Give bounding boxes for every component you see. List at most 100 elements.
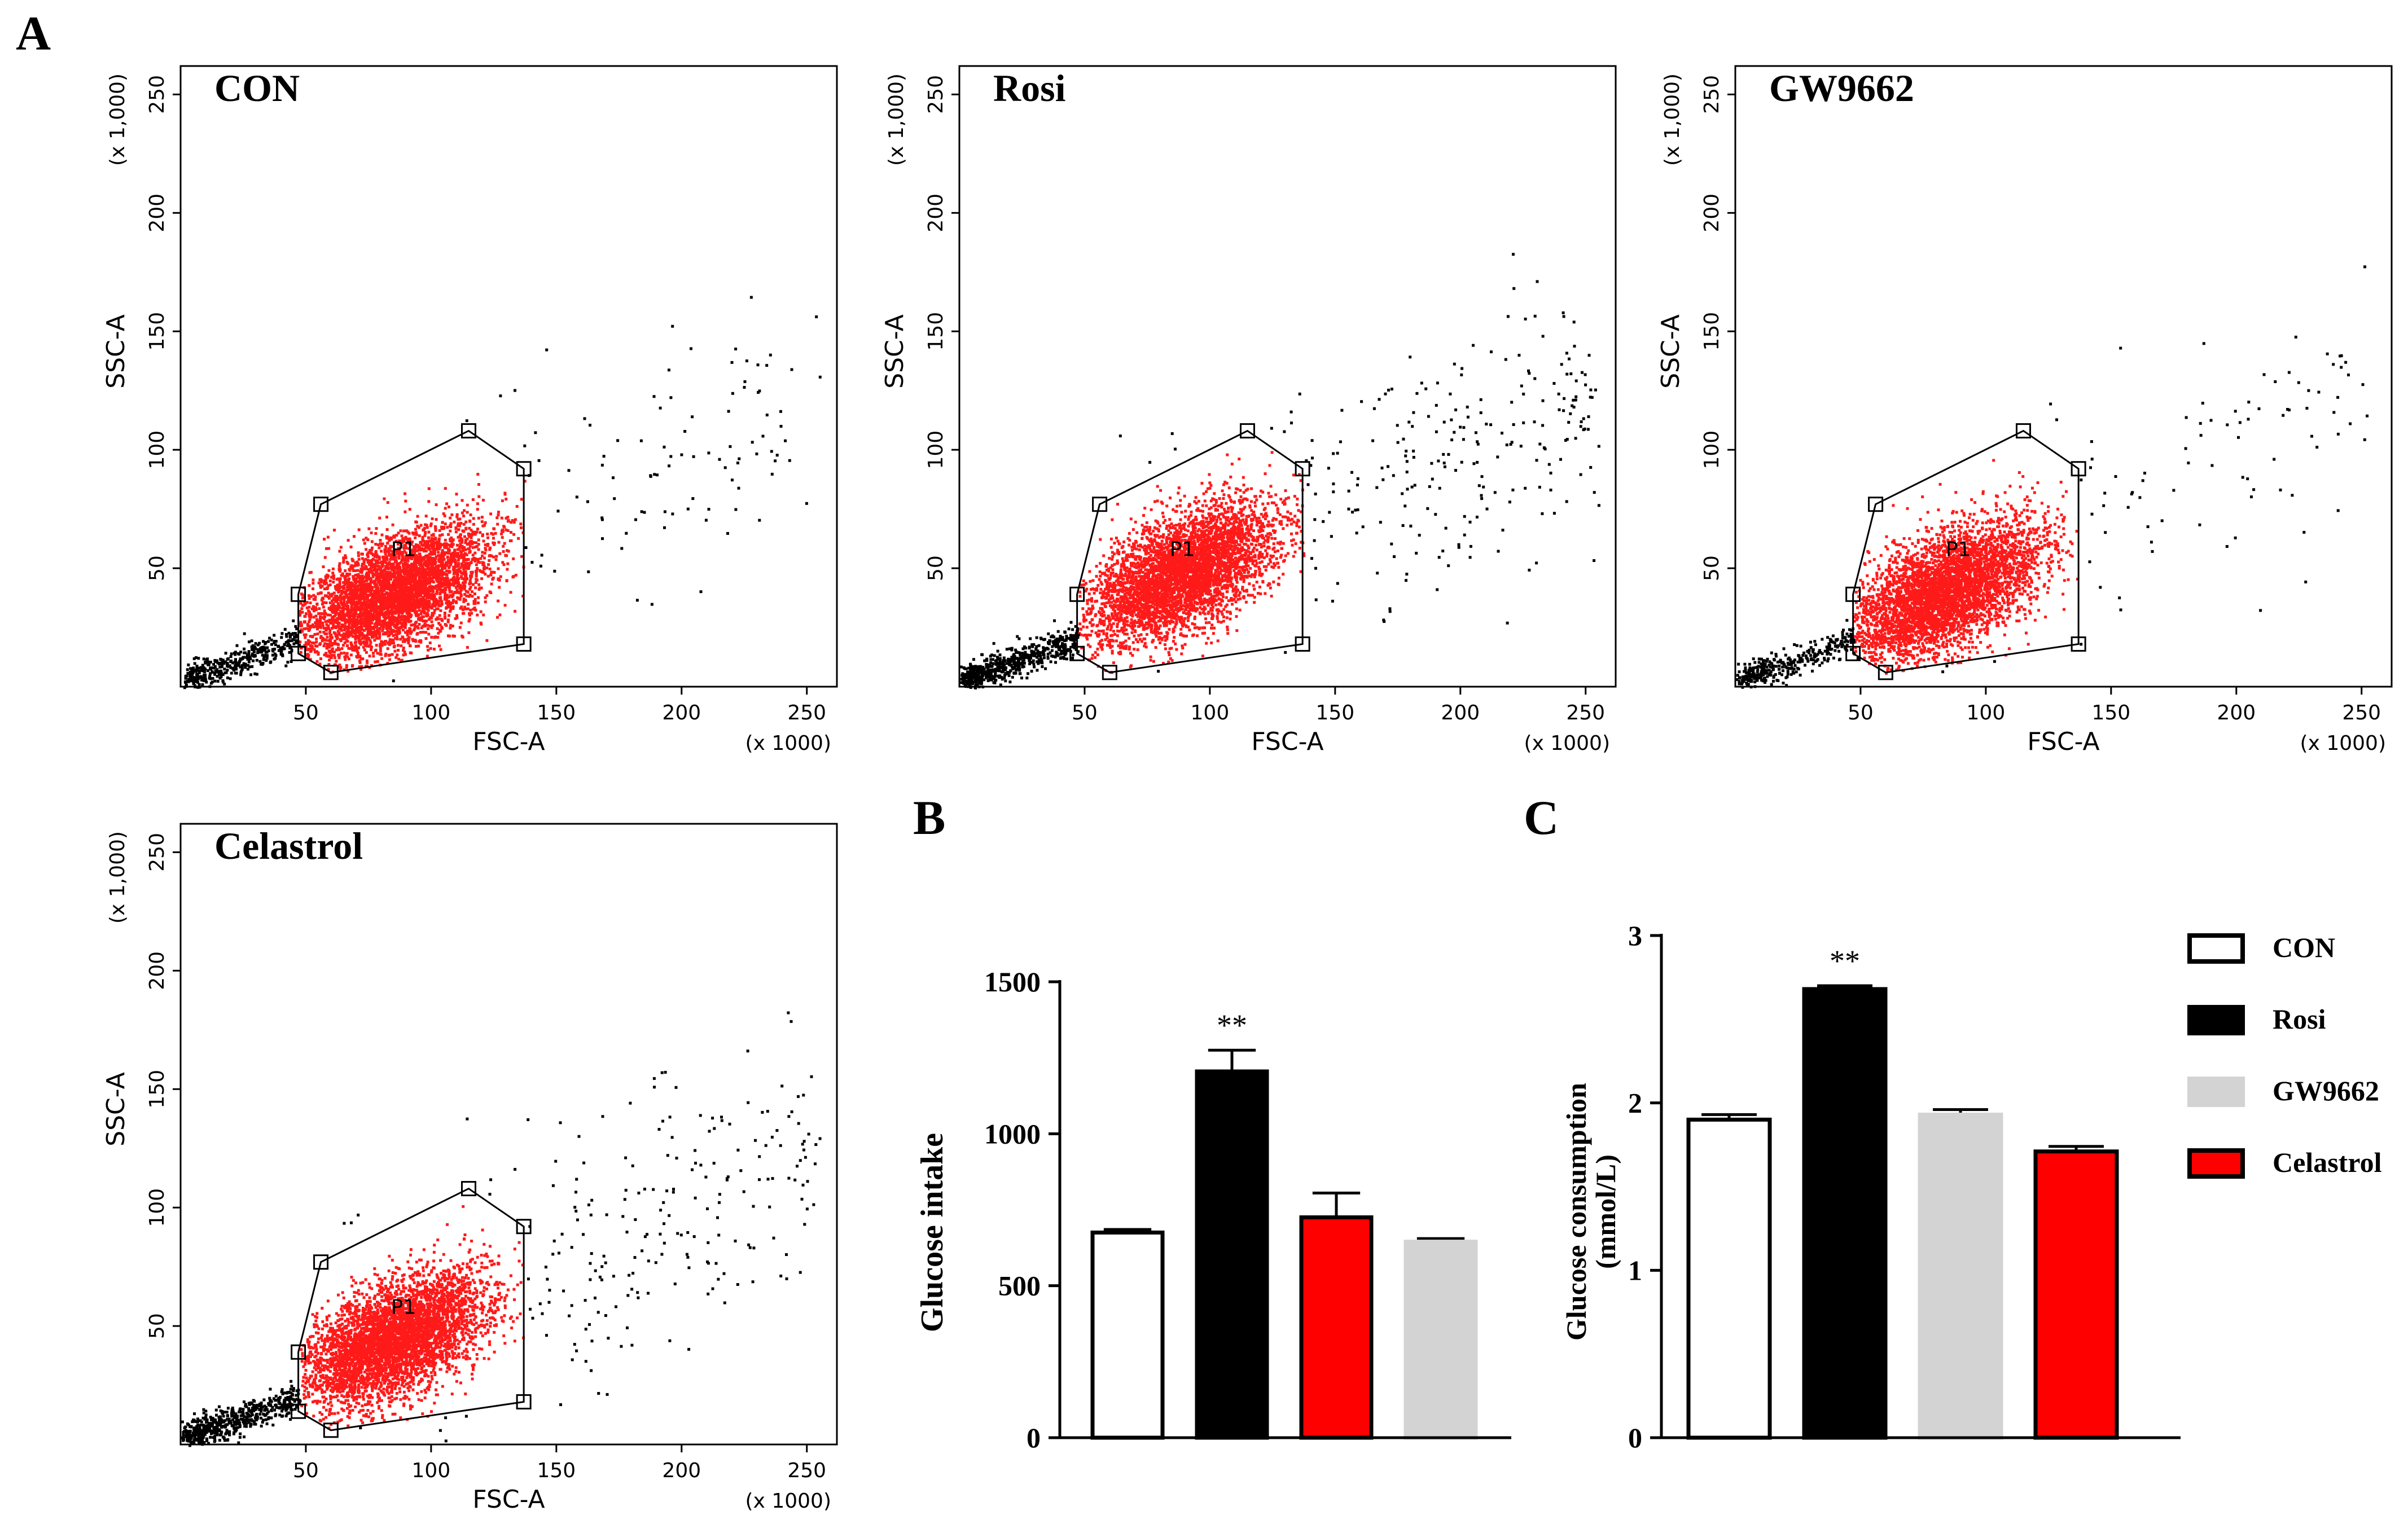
gated-point: [365, 537, 367, 539]
gated-point: [408, 532, 411, 535]
gated-point: [476, 567, 479, 570]
gated-point: [467, 631, 470, 634]
gated-point: [409, 508, 411, 511]
gated-point: [460, 522, 463, 525]
gated-point: [342, 644, 345, 647]
gated-point: [394, 656, 397, 659]
gated-point: [344, 642, 346, 644]
gated-point: [488, 559, 490, 562]
gated-point: [369, 655, 371, 657]
gated-point: [403, 493, 406, 495]
gated-point: [445, 570, 448, 573]
gated-point: [403, 511, 406, 513]
gated-point: [379, 539, 382, 542]
gated-point: [453, 521, 455, 524]
gated-point: [427, 627, 429, 630]
gated-point: [312, 578, 314, 581]
gated-point: [497, 511, 500, 513]
gated-point: [397, 649, 400, 652]
gated-point: [486, 533, 489, 535]
gated-point: [520, 555, 523, 558]
gated-point: [482, 499, 485, 502]
gated-point: [506, 549, 508, 552]
gated-point: [417, 627, 420, 630]
gated-point: [470, 586, 472, 589]
gated-point: [502, 545, 505, 548]
gated-point: [347, 539, 350, 542]
gated-point: [504, 554, 507, 557]
gated-point: [315, 603, 318, 605]
gated-point: [300, 607, 303, 610]
gated-point: [319, 578, 322, 581]
gated-point: [350, 546, 353, 548]
gated-point: [429, 524, 432, 527]
gated-point: [437, 551, 440, 554]
gated-point: [305, 612, 308, 615]
gated-point: [449, 530, 451, 533]
gated-point: [430, 636, 433, 639]
plot-frame: [181, 66, 837, 687]
gated-point: [392, 524, 394, 526]
gated-point: [345, 639, 348, 642]
gated-point: [308, 584, 310, 587]
gated-point: [402, 647, 405, 649]
gated-point: [477, 538, 480, 541]
gated-point: [315, 660, 318, 663]
gated-point: [332, 581, 335, 583]
gated-point: [329, 579, 332, 582]
gated-point: [427, 531, 430, 534]
gated-point: [352, 569, 355, 572]
gated-point: [433, 648, 436, 651]
gated-point: [353, 535, 356, 538]
gated-point: [520, 498, 523, 500]
gated-point: [502, 550, 505, 553]
gated-point: [429, 642, 432, 644]
gated-point: [435, 503, 438, 506]
gated-point: [441, 620, 444, 622]
gated-point: [475, 573, 478, 576]
gated-point: [328, 632, 331, 635]
gated-point: [391, 613, 393, 616]
gated-point: [388, 626, 391, 629]
gated-point: [424, 631, 427, 634]
gated-point: [416, 633, 419, 636]
gated-point: [479, 557, 482, 560]
gated-point: [375, 527, 378, 530]
gated-point: [375, 644, 378, 647]
gated-point: [429, 647, 432, 650]
gated-point: [348, 577, 350, 580]
gated-point: [502, 525, 505, 528]
gated-point: [497, 513, 500, 516]
gated-point: [463, 509, 466, 512]
gated-point: [331, 600, 334, 603]
gated-point: [460, 575, 463, 578]
gated-point: [357, 551, 360, 554]
gated-point: [344, 569, 346, 572]
gated-point: [476, 502, 479, 505]
gated-point: [379, 650, 382, 653]
gated-point: [466, 511, 469, 513]
gated-point: [319, 615, 322, 618]
gated-point: [470, 571, 472, 574]
gated-point: [456, 596, 459, 599]
gated-point: [300, 651, 302, 654]
gated-point: [366, 660, 369, 662]
gated-point: [365, 651, 368, 654]
gated-point: [340, 647, 343, 650]
gated-point: [358, 528, 361, 531]
gated-point: [431, 621, 433, 623]
gated-point: [405, 529, 408, 532]
panel-c-label: C: [1524, 791, 1559, 845]
gated-point: [501, 517, 503, 520]
gated-point: [324, 580, 327, 583]
gated-point: [380, 550, 383, 552]
panel-a-label: A: [16, 6, 51, 60]
gated-point: [477, 483, 480, 486]
gated-point: [324, 556, 327, 559]
gated-point: [313, 648, 315, 651]
gated-point: [472, 546, 475, 549]
gated-point: [472, 583, 475, 586]
gated-point: [379, 647, 382, 650]
gated-point: [455, 528, 458, 530]
